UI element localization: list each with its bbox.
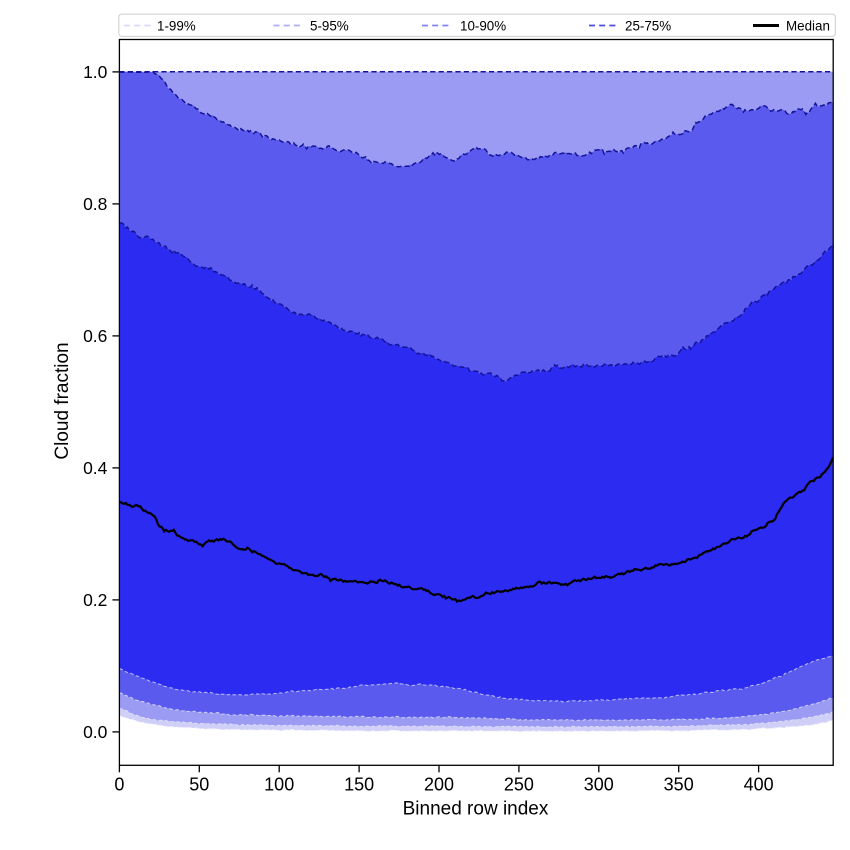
svg-text:200: 200: [424, 775, 454, 795]
svg-text:0.2: 0.2: [83, 590, 107, 610]
svg-text:400: 400: [744, 775, 774, 795]
svg-text:10-90%: 10-90%: [460, 18, 506, 33]
svg-text:150: 150: [344, 775, 374, 795]
svg-text:0.6: 0.6: [83, 326, 107, 346]
svg-text:50: 50: [189, 775, 209, 795]
svg-text:0.4: 0.4: [83, 458, 108, 478]
svg-text:1-99%: 1-99%: [157, 18, 196, 33]
svg-text:1.0: 1.0: [83, 62, 108, 82]
svg-text:Cloud fraction: Cloud fraction: [52, 342, 73, 459]
svg-text:250: 250: [504, 775, 534, 795]
svg-text:350: 350: [664, 775, 694, 795]
svg-text:5-95%: 5-95%: [310, 18, 349, 33]
svg-text:0.8: 0.8: [83, 194, 107, 214]
svg-text:0: 0: [114, 775, 124, 795]
svg-text:Median: Median: [786, 18, 830, 33]
svg-text:300: 300: [584, 775, 614, 795]
svg-text:0.0: 0.0: [83, 722, 108, 742]
svg-text:Binned row index: Binned row index: [403, 799, 549, 820]
svg-text:100: 100: [264, 775, 294, 795]
svg-text:25-75%: 25-75%: [625, 18, 671, 33]
